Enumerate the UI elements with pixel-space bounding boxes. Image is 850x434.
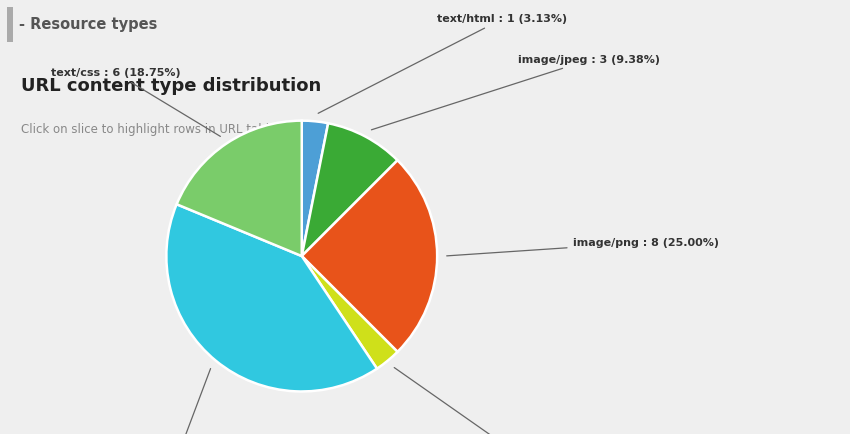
Text: text/css : 6 (18.75%): text/css : 6 (18.75%) bbox=[51, 68, 220, 136]
Text: - Resource types: - Resource types bbox=[19, 17, 157, 33]
Wedge shape bbox=[302, 121, 328, 256]
Text: text/html : 1 (3.13%): text/html : 1 (3.13%) bbox=[318, 14, 567, 113]
Wedge shape bbox=[302, 256, 398, 368]
Wedge shape bbox=[167, 204, 377, 391]
Text: image/png : 8 (25.00%): image/png : 8 (25.00%) bbox=[447, 237, 718, 256]
Text: Click on slice to highlight rows in URL table: Click on slice to highlight rows in URL … bbox=[21, 123, 276, 136]
Text: application/x-javascript : 13 (40.63%): application/x-javascript : 13 (40.63%) bbox=[51, 368, 286, 434]
Text: image/jpeg : 3 (9.38%): image/jpeg : 3 (9.38%) bbox=[371, 55, 660, 130]
Text: URL content type distribution: URL content type distribution bbox=[21, 77, 321, 95]
Wedge shape bbox=[302, 160, 437, 352]
Bar bbox=[7, 7, 13, 43]
Wedge shape bbox=[302, 123, 398, 256]
Wedge shape bbox=[177, 121, 302, 256]
Text: image/x-icon : 1 (3.13%): image/x-icon : 1 (3.13%) bbox=[394, 368, 630, 434]
